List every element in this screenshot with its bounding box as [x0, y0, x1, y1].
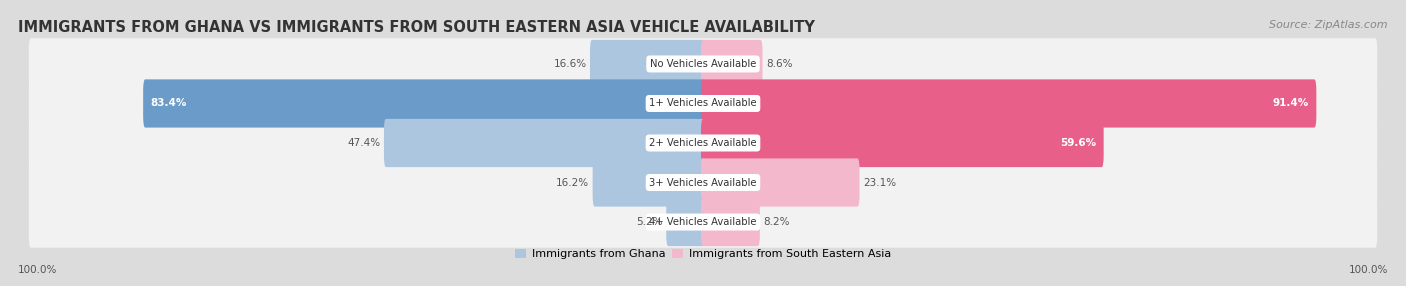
FancyBboxPatch shape	[702, 80, 1316, 128]
Text: 5.2%: 5.2%	[637, 217, 662, 227]
FancyBboxPatch shape	[28, 117, 1378, 169]
Text: 8.2%: 8.2%	[763, 217, 790, 227]
Text: IMMIGRANTS FROM GHANA VS IMMIGRANTS FROM SOUTH EASTERN ASIA VEHICLE AVAILABILITY: IMMIGRANTS FROM GHANA VS IMMIGRANTS FROM…	[18, 20, 815, 35]
Text: No Vehicles Available: No Vehicles Available	[650, 59, 756, 69]
Text: 100.0%: 100.0%	[1348, 265, 1388, 275]
FancyBboxPatch shape	[702, 40, 762, 88]
FancyBboxPatch shape	[28, 78, 1378, 129]
Legend: Immigrants from Ghana, Immigrants from South Eastern Asia: Immigrants from Ghana, Immigrants from S…	[510, 244, 896, 263]
FancyBboxPatch shape	[28, 38, 1378, 90]
FancyBboxPatch shape	[593, 158, 704, 206]
FancyBboxPatch shape	[702, 119, 1104, 167]
Text: 16.2%: 16.2%	[557, 178, 589, 188]
Text: 100.0%: 100.0%	[18, 265, 58, 275]
FancyBboxPatch shape	[702, 158, 859, 206]
Text: 2+ Vehicles Available: 2+ Vehicles Available	[650, 138, 756, 148]
FancyBboxPatch shape	[384, 119, 704, 167]
Text: 91.4%: 91.4%	[1272, 98, 1309, 108]
FancyBboxPatch shape	[666, 198, 704, 246]
Text: Source: ZipAtlas.com: Source: ZipAtlas.com	[1270, 20, 1388, 30]
FancyBboxPatch shape	[702, 198, 759, 246]
Text: 4+ Vehicles Available: 4+ Vehicles Available	[650, 217, 756, 227]
FancyBboxPatch shape	[28, 196, 1378, 248]
Text: 83.4%: 83.4%	[150, 98, 187, 108]
Text: 1+ Vehicles Available: 1+ Vehicles Available	[650, 98, 756, 108]
Text: 8.6%: 8.6%	[766, 59, 793, 69]
FancyBboxPatch shape	[28, 157, 1378, 208]
Text: 59.6%: 59.6%	[1060, 138, 1097, 148]
Text: 47.4%: 47.4%	[347, 138, 381, 148]
Text: 3+ Vehicles Available: 3+ Vehicles Available	[650, 178, 756, 188]
FancyBboxPatch shape	[591, 40, 704, 88]
Text: 16.6%: 16.6%	[554, 59, 586, 69]
Text: 23.1%: 23.1%	[863, 178, 896, 188]
FancyBboxPatch shape	[143, 80, 704, 128]
